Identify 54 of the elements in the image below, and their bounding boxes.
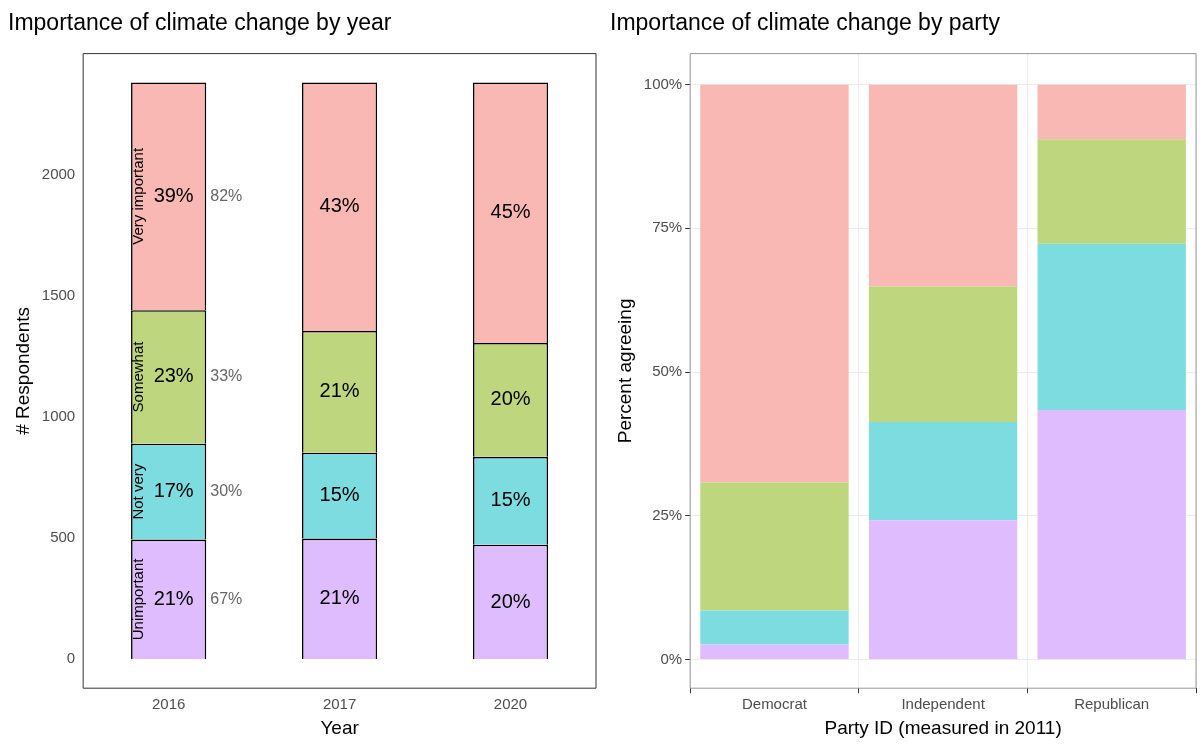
y-tick-label: 50%: [652, 362, 683, 380]
annotation: 45%: [490, 200, 531, 223]
y-axis-title: Percent agreeing: [613, 298, 635, 444]
bar: [868, 84, 1018, 287]
y-tick-label: 500: [50, 528, 76, 546]
y-tick-label: 0%: [660, 649, 683, 667]
annotation: 30%: [210, 482, 243, 500]
chart-title: Importance of climate change by party: [610, 9, 1001, 36]
y-tick-label: 1000: [41, 406, 76, 424]
y-tick-label: 1500: [41, 285, 76, 303]
annotation: 67%: [210, 589, 243, 607]
y-tick-label: 100%: [643, 74, 683, 92]
annotation: 15%: [319, 483, 360, 506]
annotation: 33%: [210, 367, 243, 385]
series-label: Unimportant: [129, 557, 147, 641]
annotation: 43%: [319, 194, 360, 217]
series-label: Somewhat: [129, 340, 147, 413]
annotation: 20%: [490, 589, 531, 612]
x-axis-title: Party ID (measured in 2011): [824, 716, 1062, 738]
annotation: 15%: [490, 488, 531, 511]
x-tick-label: Democrat: [741, 695, 808, 713]
annotation: 20%: [490, 387, 531, 410]
x-tick-label: 2017: [322, 695, 357, 713]
bar: [868, 520, 1018, 659]
bar: [868, 422, 1018, 521]
bar: [700, 610, 849, 645]
y-axis-title: # Respondents: [11, 306, 33, 435]
series-label: Very important: [129, 147, 147, 245]
annotation: 21%: [319, 586, 360, 609]
annotation: 23%: [153, 364, 194, 387]
y-tick-label: 2000: [41, 164, 76, 182]
x-tick-label: 2016: [151, 695, 186, 713]
bar: [700, 644, 849, 659]
bar: [1037, 409, 1186, 659]
y-tick-label: 0: [66, 649, 76, 667]
bar: [1037, 139, 1186, 244]
x-tick-label: Republican: [1074, 695, 1150, 713]
bar: [1037, 243, 1186, 410]
annotation: 21%: [153, 586, 194, 609]
bar: [700, 482, 849, 611]
annotation: 82%: [210, 186, 243, 204]
annotation: 17%: [153, 479, 194, 502]
bar: [868, 286, 1018, 423]
x-tick-label: 2020: [493, 695, 528, 713]
series-label: Not very: [129, 463, 147, 520]
x-axis-title: Year: [320, 716, 360, 738]
chart-title: Importance of climate change by year: [8, 9, 392, 36]
y-tick-label: 75%: [652, 218, 683, 236]
bar: [1037, 84, 1186, 140]
bar: [700, 84, 849, 483]
x-tick-label: Independent: [901, 695, 986, 713]
annotation: 39%: [153, 183, 194, 206]
annotation: 21%: [319, 379, 360, 402]
y-tick-label: 25%: [652, 505, 683, 523]
